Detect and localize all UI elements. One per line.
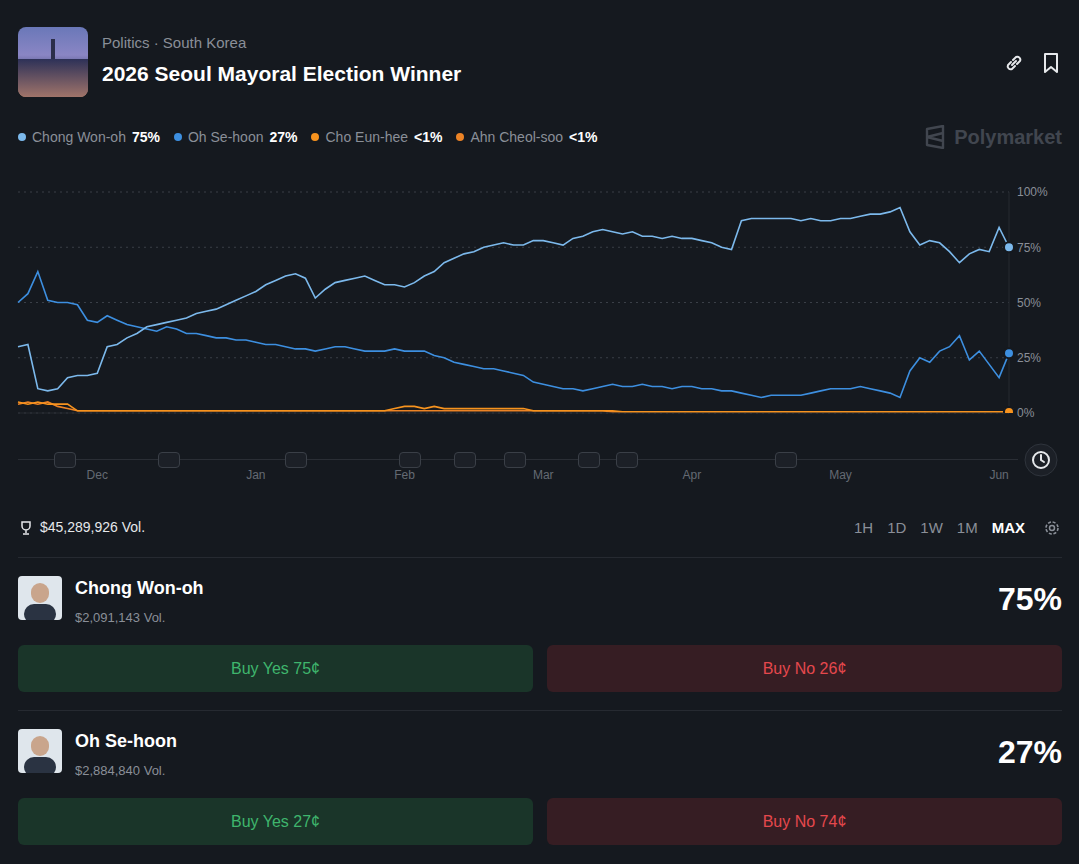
html-text:75%: 75% [998, 581, 1062, 617]
svg-text:Mar: Mar [533, 468, 554, 482]
html-text:27%: 27% [998, 734, 1062, 770]
html-text:1D: 1D [887, 519, 907, 536]
svg-text:50%: 50% [1017, 296, 1041, 310]
html-text:Ahn Cheol-soo: Ahn Cheol-soo [470, 129, 563, 145]
html-text:<1%: <1% [569, 129, 598, 145]
html-text:Politics · South Korea: Politics · South Korea [102, 34, 247, 51]
html-text:<1%: <1% [414, 129, 443, 145]
svg-text:100%: 100% [1017, 185, 1048, 199]
html-text:$2,884,840 Vol.: $2,884,840 Vol. [75, 763, 166, 778]
html-text:Buy Yes 27¢: Buy Yes 27¢ [231, 812, 320, 830]
html-text:1H: 1H [853, 519, 874, 536]
html-text:1M: 1M [956, 519, 978, 536]
html-text:Cho Eun-hee: Cho Eun-hee [325, 129, 408, 145]
html-text:$2,091,143 Vol.: $2,091,143 Vol. [75, 610, 166, 625]
html-text:MAX: MAX [991, 519, 1025, 536]
svg-text:May: May [829, 468, 852, 482]
html-text:Buy No 74¢: Buy No 74¢ [762, 812, 847, 830]
html-text:Chong Won-oh: Chong Won-oh [75, 578, 204, 598]
html-text:1W: 1W [920, 519, 943, 536]
html-text:Oh Se-hoon: Oh Se-hoon [75, 731, 177, 751]
html-text:Polymarket: Polymarket [954, 125, 1062, 148]
svg-text:0%: 0% [1017, 406, 1035, 420]
svg-text:Dec: Dec [87, 468, 108, 482]
svg-text:25%: 25% [1017, 351, 1041, 365]
html-text:$45,289,926 Vol.: $45,289,926 Vol. [40, 519, 146, 535]
html-text:Buy No 26¢: Buy No 26¢ [762, 659, 847, 677]
svg-text:Apr: Apr [683, 468, 702, 482]
html-text:Buy Yes 75¢: Buy Yes 75¢ [231, 659, 320, 677]
html-text:Chong Won-oh 75%: Chong Won-oh 75% [32, 129, 160, 145]
svg-text:75%: 75% [1017, 241, 1041, 255]
svg-text:Feb: Feb [394, 468, 415, 482]
svg-text:Jun: Jun [989, 468, 1008, 482]
html-text:2026 Seoul Mayoral Election Wi: 2026 Seoul Mayoral Election Winner [102, 62, 462, 85]
html-text:Oh Se-hoon 27%: Oh Se-hoon 27% [188, 129, 298, 145]
svg-text:Jan: Jan [246, 468, 265, 482]
